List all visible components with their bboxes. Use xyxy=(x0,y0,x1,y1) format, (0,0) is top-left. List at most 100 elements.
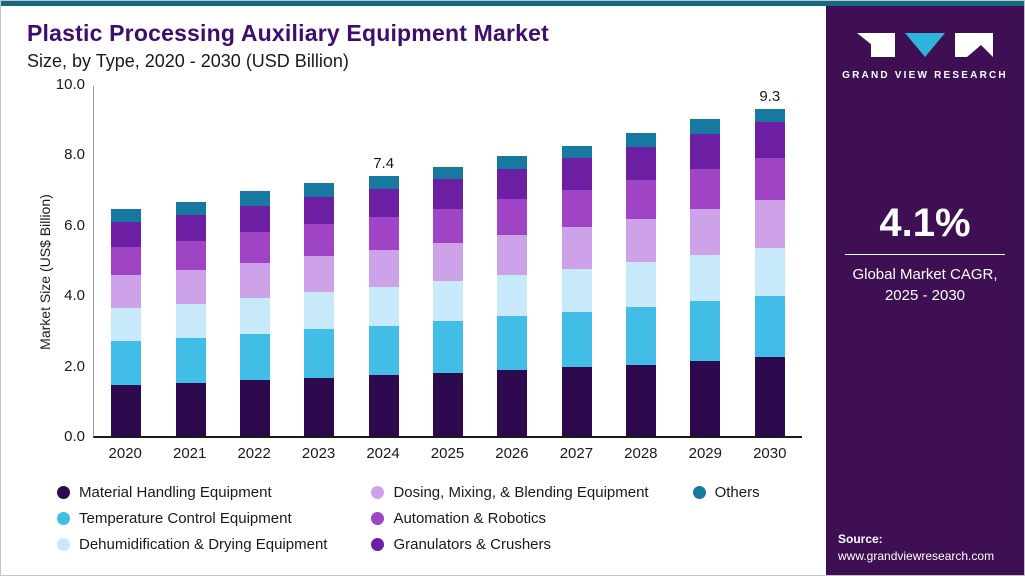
bar-segment xyxy=(304,256,335,293)
legend-item: Dehumidification & Drying Equipment xyxy=(57,536,327,553)
bar-segment xyxy=(432,320,463,373)
x-tick-label: 2025 xyxy=(430,445,465,462)
bar-stack xyxy=(432,166,463,436)
bar-group-2026 xyxy=(480,156,544,436)
bar-segment xyxy=(111,307,142,341)
bar-segment xyxy=(432,208,463,243)
bar-segment xyxy=(175,201,206,216)
bar-total-label: 9.3 xyxy=(759,87,781,105)
cagr-label-line1: Global Market CAGR, xyxy=(852,266,998,283)
source-url: www.grandviewresearch.com xyxy=(838,549,995,563)
bar-segment xyxy=(368,287,399,326)
x-tick-label: 2024 xyxy=(366,445,400,462)
legend-column: Others xyxy=(692,484,760,553)
bar-segment xyxy=(368,175,399,190)
bar-stack xyxy=(497,156,528,436)
legend-label: Granulators & Crushers xyxy=(393,536,552,553)
bar-segment xyxy=(497,156,528,169)
bar-segment xyxy=(368,217,399,251)
chart-subtitle: Size, by Type, 2020 - 2030 (USD Billion) xyxy=(27,51,349,71)
legend-dot-icon xyxy=(692,486,706,499)
bar-segment xyxy=(497,168,528,200)
legend-item: Granulators & Crushers xyxy=(371,536,648,553)
legend-label: Dehumidification & Drying Equipment xyxy=(79,536,328,553)
bar-segment xyxy=(690,301,721,362)
bar-segment xyxy=(626,180,657,219)
bar-segment xyxy=(175,383,206,436)
bar-stack xyxy=(239,191,270,436)
y-tick-label: 8.0 xyxy=(64,146,85,164)
chart-legend: Material Handling Equipment Temperature C… xyxy=(57,484,816,553)
bar-group-2030: 9.3 xyxy=(738,88,802,436)
bar-segment xyxy=(561,145,592,158)
bar-segment xyxy=(239,333,270,381)
bar-segment xyxy=(561,367,592,436)
bar-segment xyxy=(690,209,721,255)
bar-segment xyxy=(626,262,657,308)
bar-group-2025 xyxy=(416,166,480,436)
bar-segment xyxy=(175,303,206,339)
bar-segment xyxy=(175,269,206,304)
plot-area: 7.4 9.3 xyxy=(93,86,802,438)
gvr-logo-icon xyxy=(856,33,993,57)
bar-segment xyxy=(561,226,592,269)
legend-item: Material Handling Equipment xyxy=(57,484,327,501)
bar-stack xyxy=(626,133,657,436)
bar-segment xyxy=(497,369,528,436)
bar-segment xyxy=(111,384,142,436)
bar-segment xyxy=(111,246,142,275)
bar-segment xyxy=(368,325,399,376)
legend-label: Dosing, Mixing, & Blending Equipment xyxy=(393,484,649,501)
legend-item: Dosing, Mixing, & Blending Equipment xyxy=(371,484,649,501)
legend-label: Automation & Robotics xyxy=(393,510,547,527)
legend-dot-icon xyxy=(57,512,70,525)
bar-segment xyxy=(304,292,335,330)
legend-label: Temperature Control Equipment xyxy=(79,510,292,527)
gvr-logo-text: GRAND VIEW RESEARCH xyxy=(842,70,1008,81)
bar-stack xyxy=(304,182,335,436)
bar-segment xyxy=(497,275,528,317)
legend-column: Dosing, Mixing, & Blending Equipment Auto… xyxy=(371,484,649,553)
legend-dot-icon xyxy=(57,538,70,551)
bar-segment xyxy=(239,232,270,263)
bar-group-2024: 7.4 xyxy=(351,155,415,436)
bar-stack xyxy=(175,201,206,436)
bar-segment xyxy=(561,311,592,368)
bar-segment xyxy=(497,199,528,235)
x-tick-label: 2027 xyxy=(559,445,594,462)
bar-segment xyxy=(111,340,142,385)
cagr-block: 4.1% Global Market CAGR, 2025 - 2030 xyxy=(845,201,1005,306)
bar-segment xyxy=(368,375,399,436)
bar-segment xyxy=(239,191,270,206)
bar-segment xyxy=(626,146,657,181)
bar-segment xyxy=(561,190,592,227)
x-tick-label: 2020 xyxy=(108,445,142,462)
chart-title: Plastic Processing Auxiliary Equipment M… xyxy=(27,20,549,46)
bar-segment xyxy=(561,268,592,312)
y-tick-label: 0.0 xyxy=(64,428,85,445)
x-tick-label: 2023 xyxy=(301,445,336,462)
bar-segment xyxy=(754,157,785,201)
bar-segment xyxy=(626,218,657,263)
y-tick-label: 2.0 xyxy=(64,357,85,375)
bar-stack xyxy=(561,145,592,436)
bar-segment xyxy=(626,364,657,436)
bar-segment xyxy=(754,247,785,297)
y-tick-label: 6.0 xyxy=(64,216,85,234)
bar-stack xyxy=(690,119,721,436)
x-tick-label: 2028 xyxy=(624,445,658,462)
bar-segment xyxy=(626,133,657,147)
bar-segment xyxy=(754,296,785,357)
bar-segment xyxy=(239,262,270,299)
legend-column: Material Handling Equipment Temperature C… xyxy=(57,484,327,553)
bar-segment xyxy=(497,316,528,370)
bar-segment xyxy=(754,200,785,248)
bar-segment xyxy=(497,234,528,276)
source-label: Source: xyxy=(838,532,883,546)
bar-segment xyxy=(626,307,657,365)
bar-group-2021 xyxy=(158,201,222,436)
bar-stack xyxy=(111,209,142,436)
bar-segment xyxy=(432,179,463,209)
y-axis: 0.0 2.0 4.0 6.0 8.0 10.0 xyxy=(49,76,93,445)
gvr-logo: GRAND VIEW RESEARCH xyxy=(842,32,1008,81)
